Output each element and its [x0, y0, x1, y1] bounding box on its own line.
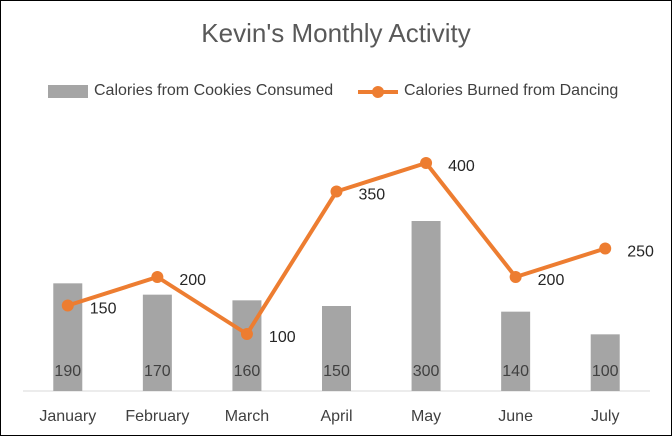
line-label-june: 200: [538, 272, 565, 289]
bar-label-january: 190: [54, 363, 81, 380]
chart-title: Kevin's Monthly Activity: [201, 18, 471, 48]
bar-april: [322, 306, 351, 391]
x-tick-june: June: [498, 408, 533, 425]
legend-item-bars: Calories from Cookies Consumed: [48, 80, 333, 102]
bar-label-july: 100: [592, 363, 619, 380]
line-point-april: [330, 185, 343, 198]
bar-july: [590, 334, 620, 391]
line-label-january: 150: [90, 301, 117, 318]
line-point-july: [599, 242, 612, 255]
line-point-june: [509, 271, 522, 283]
legend-line-swatch: [358, 85, 398, 98]
line-point-may: [420, 157, 433, 169]
line-label-march: 100: [269, 329, 296, 346]
bar-label-march: 160: [234, 363, 261, 380]
legend-label-line: Calories Burned from Dancing: [404, 82, 619, 99]
legend: Calories from Cookies Consumed Calories …: [0, 80, 672, 102]
x-tick-february: February: [125, 408, 189, 425]
line-label-february: 200: [179, 272, 206, 289]
bar-may: [411, 221, 441, 391]
bar-label-june: 140: [502, 363, 529, 380]
x-tick-may: May: [411, 408, 441, 425]
legend-item-line: Calories Burned from Dancing: [358, 80, 618, 102]
legend-bar-swatch: [48, 84, 88, 98]
x-tick-march: March: [225, 408, 269, 425]
x-tick-april: April: [320, 408, 352, 425]
line-label-may: 400: [448, 158, 475, 175]
bar-june: [501, 311, 531, 391]
line-point-march: [240, 328, 253, 340]
line-label-july: 250: [627, 244, 654, 261]
line-point-january: [61, 299, 74, 312]
line-label-april: 350: [359, 187, 386, 204]
x-tick-july: July: [591, 408, 619, 425]
x-tick-january: January: [39, 408, 96, 425]
line-point-february: [151, 271, 164, 283]
bar-february: [142, 294, 172, 391]
bar-label-may: 300: [413, 363, 440, 380]
bar-label-april: 150: [323, 363, 350, 380]
legend-label-bars: Calories from Cookies Consumed: [94, 82, 334, 99]
bar-label-february: 170: [144, 363, 171, 380]
